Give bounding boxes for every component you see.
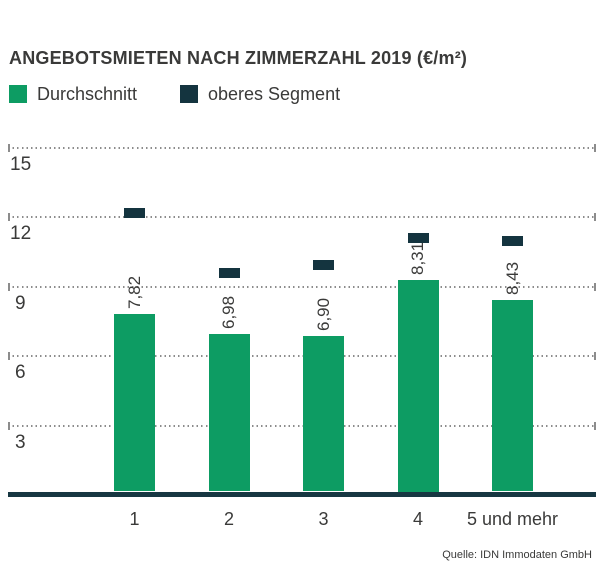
upper-segment-marker-1 bbox=[124, 207, 145, 218]
gridline-9 bbox=[8, 285, 596, 288]
upper-segment-marker-4 bbox=[407, 233, 429, 244]
gridline-left-tick bbox=[8, 213, 10, 222]
gridline-right-tick bbox=[594, 143, 596, 152]
legend-swatch-oberes-segment bbox=[180, 85, 198, 103]
gridline-3 bbox=[8, 424, 596, 427]
bar-durchschnitt-5 und mehr bbox=[492, 300, 533, 492]
bar-value-label: 6,98 bbox=[219, 295, 238, 329]
y-axis-tick-label: 15 bbox=[10, 153, 32, 175]
y-axis-tick-label: 6 bbox=[15, 362, 26, 384]
gridline-right-tick bbox=[594, 213, 596, 222]
bar-durchschnitt-1 bbox=[114, 314, 155, 492]
bar-value-label: 8,31 bbox=[408, 241, 427, 275]
x-category-label-1: 1 bbox=[129, 509, 140, 529]
legend-label-durchschnitt: Durchschnitt bbox=[37, 84, 138, 104]
gridline-15 bbox=[8, 146, 596, 149]
bar-durchschnitt-3 bbox=[303, 335, 344, 492]
bar-value-label: 6,90 bbox=[313, 297, 333, 331]
gridline-left-tick bbox=[8, 143, 10, 152]
x-category-label-3: 3 bbox=[318, 509, 329, 529]
legend-swatch-durchschnitt bbox=[9, 85, 27, 103]
bar-durchschnitt-2 bbox=[208, 333, 250, 492]
gridline-right-tick bbox=[594, 421, 596, 430]
gridline-left-tick bbox=[8, 352, 10, 361]
legend: Durchschnitt oberes Segment bbox=[0, 85, 600, 103]
upper-segment-marker-2 bbox=[218, 268, 240, 279]
x-category-label-2: 2 bbox=[223, 509, 235, 529]
gridline-right-tick bbox=[594, 282, 596, 291]
source-credit: Quelle: IDN Immodaten GmbH bbox=[442, 549, 592, 561]
upper-segment-marker-5 und mehr bbox=[502, 235, 523, 246]
x-category-label-5 und mehr: 5 und mehr bbox=[466, 509, 559, 529]
upper-segment-marker-3 bbox=[313, 259, 334, 270]
bar-durchschnitt-4 bbox=[397, 280, 439, 492]
gridline-12 bbox=[8, 216, 596, 219]
legend-label-oberes-segment: oberes Segment bbox=[208, 84, 341, 104]
y-axis-tick-label: 12 bbox=[10, 223, 32, 245]
x-axis-line bbox=[8, 491, 596, 497]
gridline-left-tick bbox=[8, 282, 10, 291]
y-axis-tick-label: 9 bbox=[15, 292, 26, 314]
bar-value-label: 8,43 bbox=[502, 262, 522, 296]
chart-title: ANGEBOTSMIETEN NACH ZIMMERZAHL 2019 (€/m… bbox=[9, 48, 468, 68]
y-axis-tick-label: 3 bbox=[15, 431, 26, 453]
gridline-6 bbox=[8, 355, 596, 358]
gridline-left-tick bbox=[8, 421, 10, 430]
x-category-label-4: 4 bbox=[412, 509, 424, 529]
gridline-right-tick bbox=[594, 352, 596, 361]
bar-value-label: 7,82 bbox=[124, 276, 144, 310]
